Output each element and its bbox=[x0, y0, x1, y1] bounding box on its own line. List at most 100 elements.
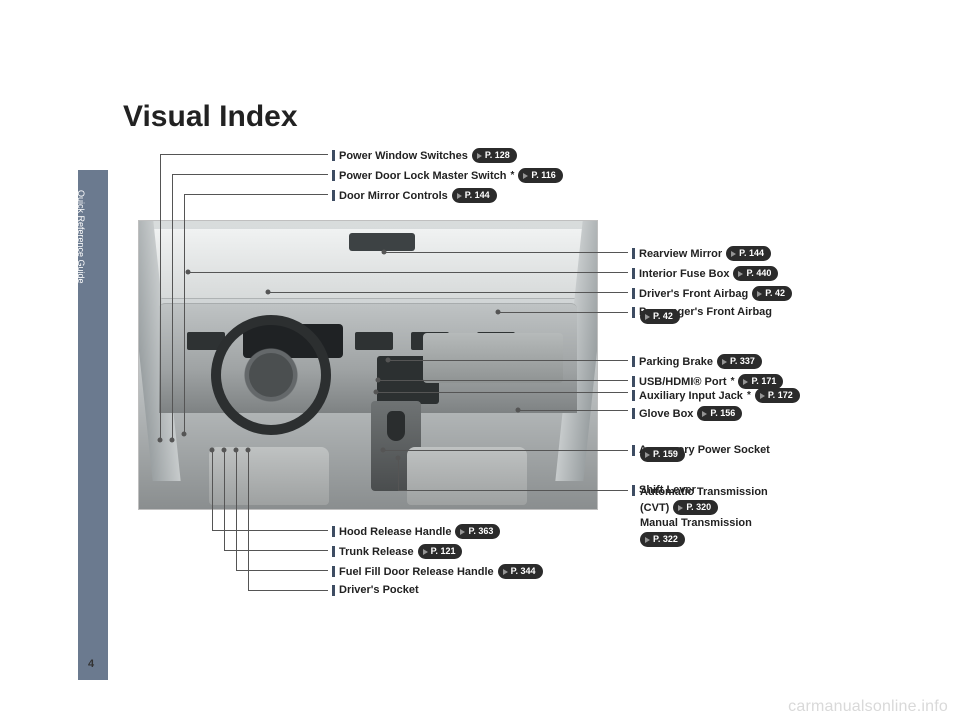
rearview-mirror bbox=[349, 233, 415, 251]
page-ref: P. 159 bbox=[640, 447, 685, 462]
shift-lever bbox=[387, 411, 405, 441]
label-passengers-front-airbag: Passenger's Front Airbag P. 42 bbox=[632, 306, 680, 324]
label-drivers-front-airbag: Driver's Front Airbag P. 42 bbox=[632, 286, 792, 301]
label-rearview-mirror: Rearview Mirror P. 144 bbox=[632, 246, 771, 261]
leader-line bbox=[384, 252, 628, 253]
page-ref: P. 144 bbox=[452, 188, 497, 203]
manual-page: Quick Reference Guide Visual Index 4 bbox=[78, 80, 860, 678]
side-tab: Quick Reference Guide bbox=[78, 170, 108, 680]
leader-line bbox=[248, 450, 249, 590]
leader-line bbox=[236, 570, 328, 571]
leader-line bbox=[518, 410, 628, 411]
label-text: Interior Fuse Box bbox=[639, 268, 729, 280]
leader-dot bbox=[182, 432, 187, 437]
label-text: Fuel Fill Door Release Handle bbox=[339, 566, 494, 578]
leader-line bbox=[160, 154, 328, 155]
page-ref: P. 337 bbox=[717, 354, 762, 369]
label-text: Glove Box bbox=[639, 408, 693, 420]
glovebox bbox=[423, 333, 563, 383]
label-text: Driver's Pocket bbox=[339, 584, 419, 596]
leader-dot bbox=[158, 438, 163, 443]
label-bar bbox=[332, 566, 335, 577]
leader-dot bbox=[246, 448, 251, 453]
page-ref: P. 363 bbox=[455, 524, 500, 539]
page-ref: P. 121 bbox=[418, 544, 463, 559]
dashboard-diagram bbox=[138, 220, 598, 510]
leader-line bbox=[224, 450, 225, 550]
leader-dot bbox=[210, 448, 215, 453]
label-bar bbox=[632, 445, 635, 456]
label-trunk-release: Trunk Release P. 121 bbox=[332, 544, 462, 559]
side-tab-label: Quick Reference Guide bbox=[76, 190, 86, 284]
label-power-door-lock: Power Door Lock Master Switch * P. 116 bbox=[332, 168, 563, 183]
label-text: Power Door Lock Master Switch bbox=[339, 170, 506, 182]
page-number: 4 bbox=[88, 658, 94, 670]
leader-line bbox=[172, 174, 173, 440]
leader-line bbox=[184, 194, 328, 195]
asterisk-icon: * bbox=[747, 390, 751, 401]
leader-line bbox=[248, 590, 328, 591]
label-text: Rearview Mirror bbox=[639, 248, 722, 260]
page-ref: P. 42 bbox=[752, 286, 792, 301]
label-text: Door Mirror Controls bbox=[339, 190, 448, 202]
label-bar bbox=[632, 376, 635, 387]
driver-seat bbox=[209, 447, 329, 505]
label-bar bbox=[632, 307, 635, 318]
leader-line bbox=[160, 154, 161, 440]
label-bar bbox=[332, 170, 335, 181]
air-vent bbox=[355, 332, 393, 350]
watermark: carmanualsonline.info bbox=[788, 698, 948, 716]
label-text: USB/HDMI® Port bbox=[639, 376, 727, 388]
page-ref: P. 171 bbox=[738, 374, 783, 389]
leader-line bbox=[268, 292, 628, 293]
leader-line bbox=[378, 380, 628, 381]
leader-line bbox=[376, 392, 628, 393]
label-bar bbox=[332, 190, 335, 201]
leader-dot bbox=[186, 270, 191, 275]
asterisk-icon: * bbox=[731, 376, 735, 387]
leader-line bbox=[383, 450, 628, 451]
leader-dot bbox=[234, 448, 239, 453]
leader-line bbox=[212, 450, 213, 530]
label-drivers-pocket: Driver's Pocket bbox=[332, 584, 419, 596]
leader-dot bbox=[496, 310, 501, 315]
label-text: Manual Transmission bbox=[640, 517, 752, 529]
leader-dot bbox=[222, 448, 227, 453]
label-interior-fuse-box: Interior Fuse Box P. 440 bbox=[632, 266, 778, 281]
page-ref: P. 116 bbox=[518, 168, 562, 183]
page-ref: P. 128 bbox=[472, 148, 517, 163]
leader-line bbox=[236, 450, 237, 570]
label-text: (CVT) bbox=[640, 502, 669, 514]
label-bar bbox=[632, 356, 635, 367]
label-bar bbox=[632, 268, 635, 279]
page-ref: P. 172 bbox=[755, 388, 800, 403]
page-ref: P. 144 bbox=[726, 246, 771, 261]
label-text: Automatic Transmission bbox=[640, 486, 768, 498]
leader-dot bbox=[376, 378, 381, 383]
leader-line bbox=[224, 550, 328, 551]
leader-line bbox=[398, 490, 628, 491]
label-accessory-power-socket: Accessory Power Socket P. 159 bbox=[632, 444, 685, 462]
label-hood-release: Hood Release Handle P. 363 bbox=[332, 524, 500, 539]
label-fuel-fill-door: Fuel Fill Door Release Handle P. 344 bbox=[332, 564, 543, 579]
leader-dot bbox=[386, 358, 391, 363]
label-bar bbox=[332, 526, 335, 537]
asterisk-icon: * bbox=[510, 170, 514, 181]
page-ref: P. 320 bbox=[673, 500, 718, 515]
label-text: Parking Brake bbox=[639, 356, 713, 368]
leader-line bbox=[172, 174, 328, 175]
leader-dot bbox=[516, 408, 521, 413]
label-power-window-switches: Power Window Switches P. 128 bbox=[332, 148, 517, 163]
label-text: Trunk Release bbox=[339, 546, 414, 558]
label-bar bbox=[332, 585, 335, 596]
page-ref: P. 42 bbox=[640, 309, 680, 324]
leader-line bbox=[498, 312, 628, 313]
leader-dot bbox=[396, 456, 401, 461]
leader-line bbox=[212, 530, 328, 531]
steering-wheel bbox=[211, 315, 331, 435]
leader-dot bbox=[374, 390, 379, 395]
leader-dot bbox=[381, 448, 386, 453]
label-shift-lever: Shift Lever Automatic Transmission (CVT)… bbox=[632, 484, 768, 547]
label-bar bbox=[332, 150, 335, 161]
page-title: Visual Index bbox=[123, 100, 298, 134]
